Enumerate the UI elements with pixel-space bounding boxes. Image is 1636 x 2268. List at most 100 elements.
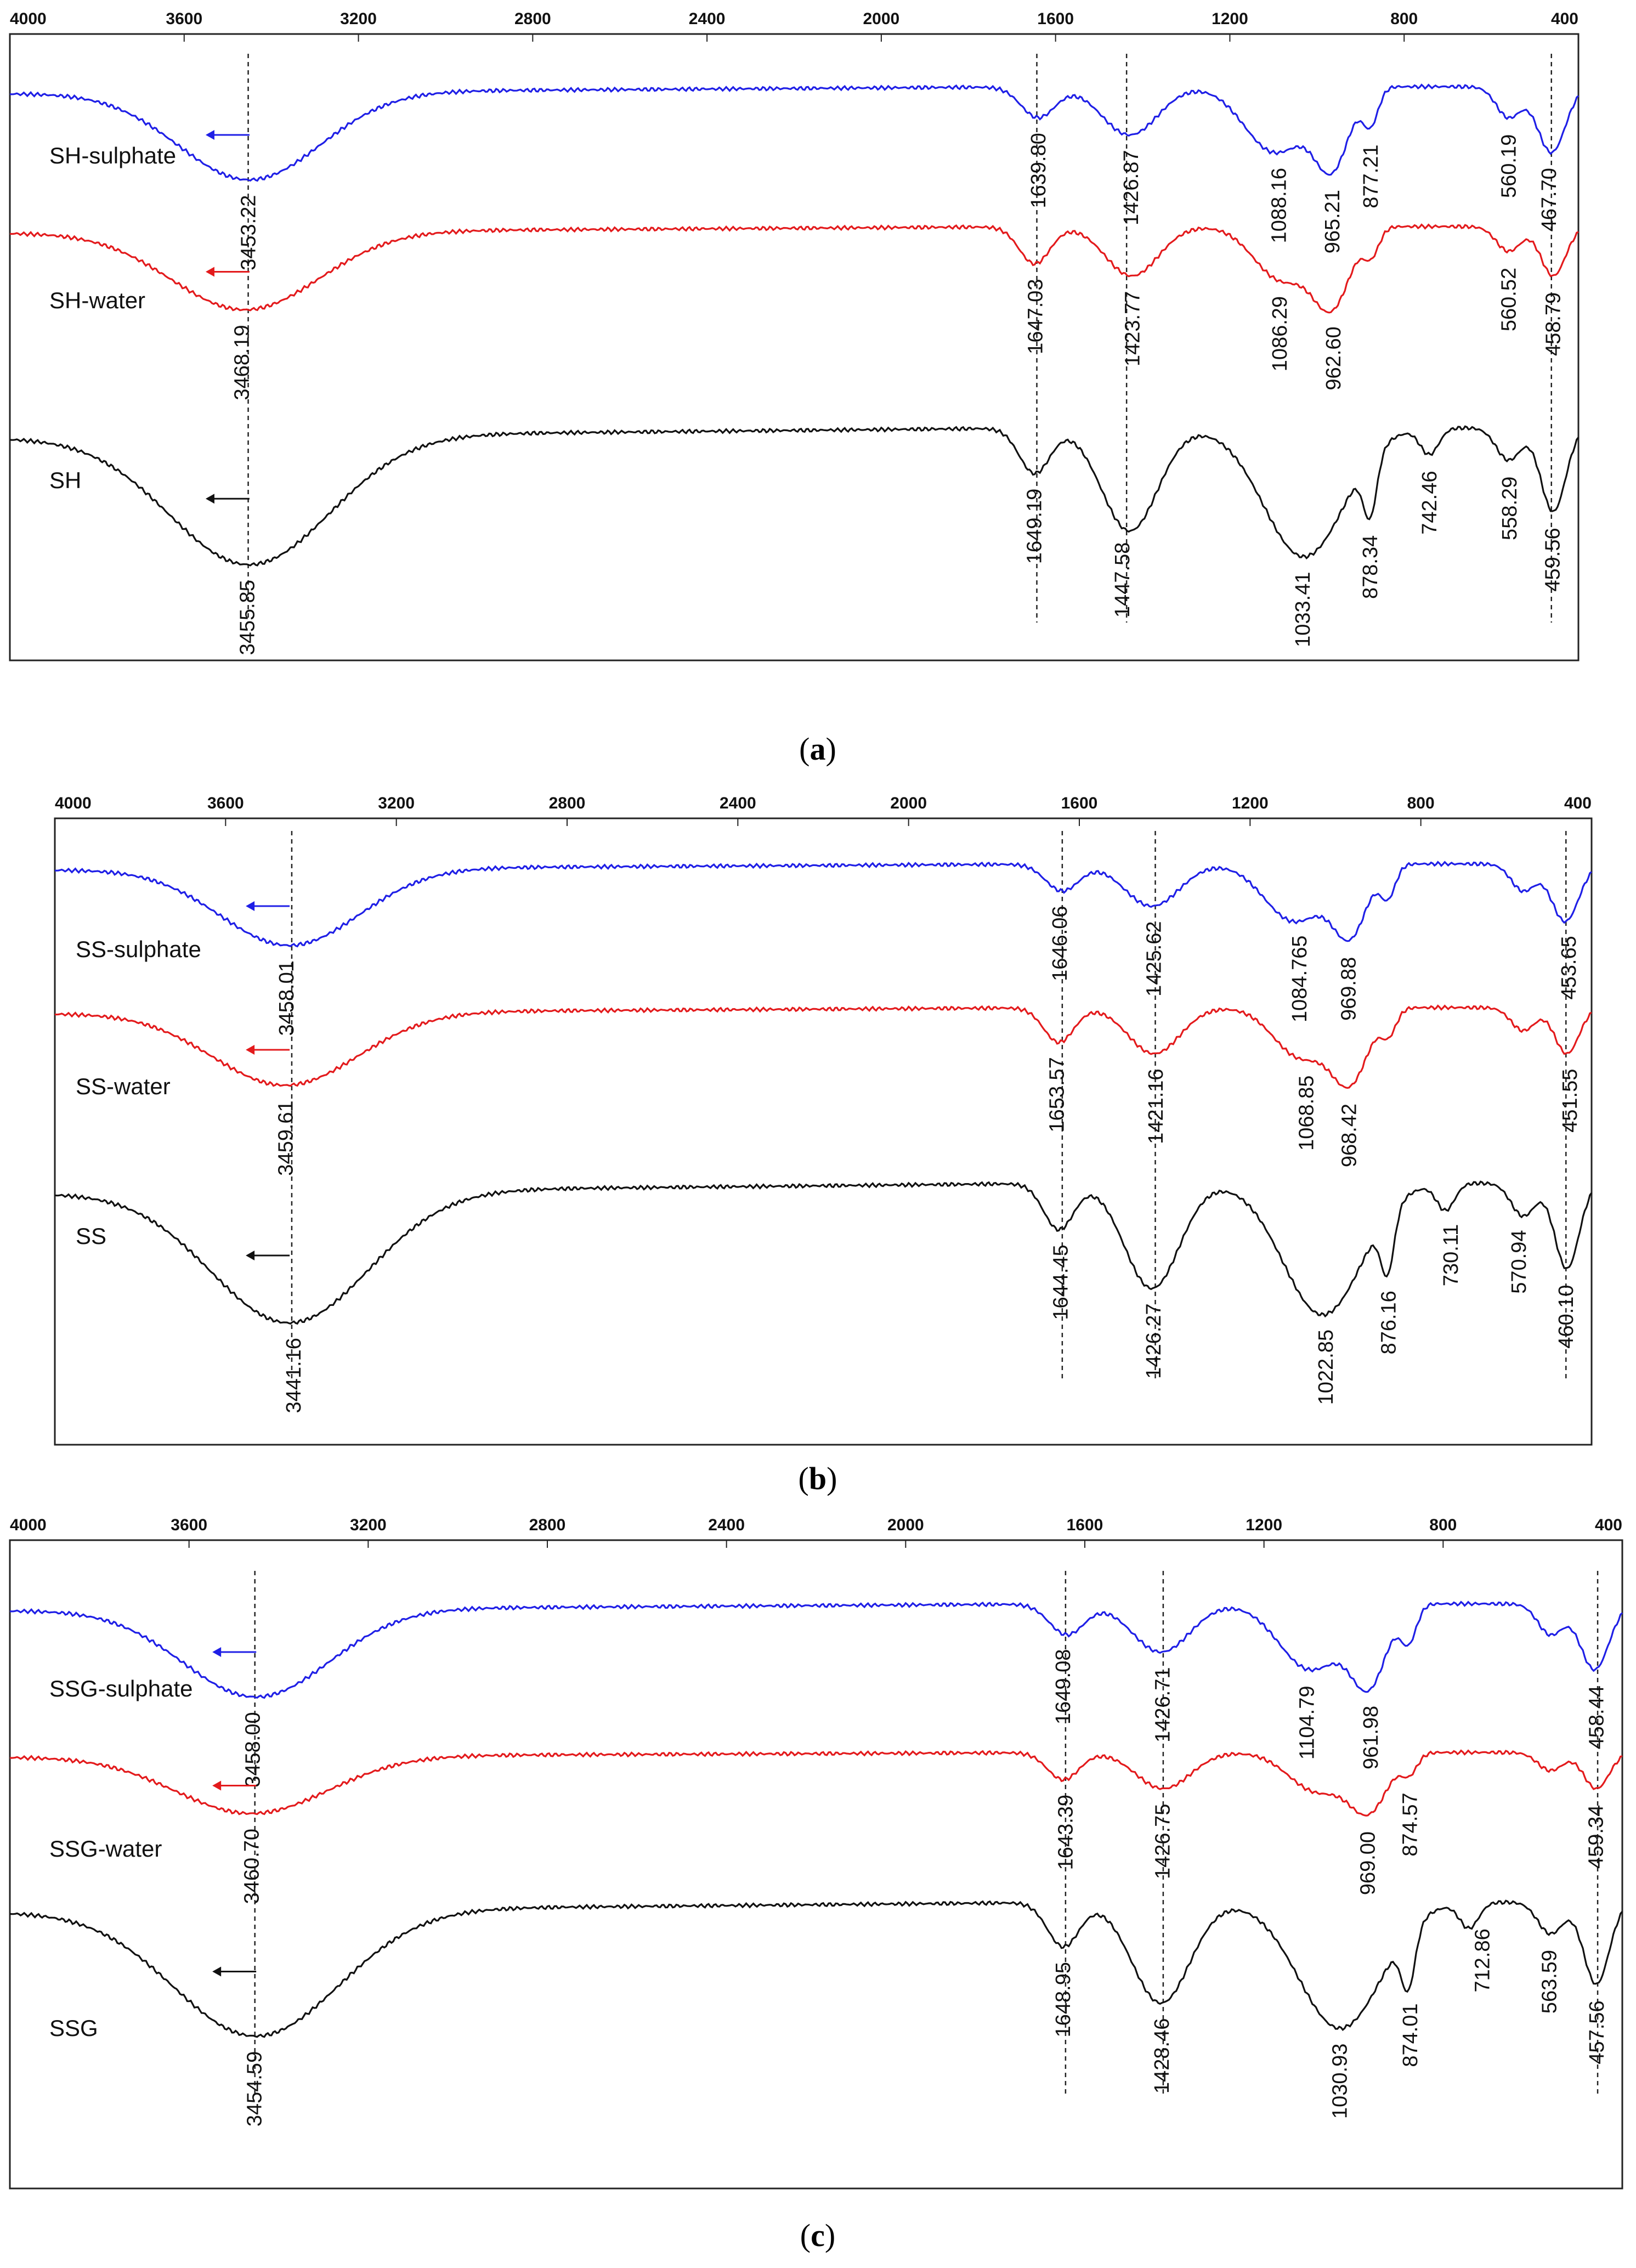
panel-caption: (c) [800,2218,835,2253]
series-line-sh-water [9,223,1579,314]
x-tick-label: 2000 [863,10,900,28]
peak-annotation: 969.00 [1356,1831,1379,1895]
peak-annotation: 560.19 [1498,134,1521,198]
plot-frame [9,33,1580,661]
x-tick-label: 1200 [1212,10,1248,28]
x-tick-label: 2800 [549,794,586,812]
peak-annotation: 1084.765 [1288,935,1311,1022]
peak-annotation: 878.34 [1359,535,1382,599]
peak-annotation: 1104.79 [1295,1686,1318,1760]
shift-arrow-head [246,1251,255,1260]
x-tick-label: 1200 [1232,794,1269,812]
series-line-ssg-water [9,1749,1623,1817]
panel-b: 4000 3600 3200 2800 2400 2000 1600 1200 800 400 SS… [54,794,1593,1496]
series-line-ss-water [54,1004,1592,1089]
x-tick-label: 2400 [708,1516,745,1534]
peak-annotation: 968.42 [1338,1104,1361,1167]
x-tick-label: 3200 [350,1516,387,1534]
series-name-label: SH-sulphate [49,143,176,168]
series-line-ss [54,1180,1593,1325]
x-tick-label: 800 [1429,1516,1457,1534]
series-line-sh [9,425,1580,567]
shift-arrow-head [205,130,214,140]
plot-frame [9,1539,1623,2190]
series-name-label: SS-sulphate [76,936,201,962]
shift-arrow-head [246,901,255,911]
peak-annotation: 563.59 [1538,1950,1561,2014]
peak-annotation: 1649.08 [1052,1649,1075,1724]
shift-arrow-head [246,1045,255,1055]
peak-annotation: 560.52 [1497,268,1520,331]
shift-arrow-head [205,267,214,277]
caption-letter: c [811,2218,825,2253]
peak-annotation: 451.55 [1559,1069,1582,1133]
peak-annotation: 1649.19 [1023,489,1046,564]
x-tick-label: 3200 [378,794,415,812]
series-name-label: SS [76,1223,106,1249]
peak-annotation: 458.79 [1542,292,1565,356]
peak-annotation: 1088.16 [1267,168,1290,243]
caption-letter: b [809,1461,827,1496]
x-tick-label: 400 [1595,1516,1622,1534]
peak-annotation: 712.86 [1471,1928,1494,1992]
peak-annotation: 1648.95 [1052,1962,1075,2037]
peak-annotation: 1425.62 [1143,921,1166,996]
x-tick-label: 2000 [887,1516,924,1534]
peak-annotation: 3455.85 [236,580,259,655]
series-line-ssg [9,1899,1623,2038]
peak-annotation: 3460.70 [240,1829,263,1904]
x-tick-label: 4000 [55,794,92,812]
x-tick-label: 2000 [890,794,927,812]
peak-annotation: 3468.19 [230,325,253,400]
x-tick-label: 1200 [1246,1516,1282,1534]
peak-annotation: 1643.39 [1055,1795,1078,1870]
peak-annotation: 1033.41 [1292,572,1315,647]
caption-open: ( [799,731,809,767]
series-name-label: SSG-sulphate [49,1676,193,1701]
peak-annotation: 962.60 [1322,326,1345,390]
caption-letter: a [810,731,826,767]
peak-annotation: 1644.45 [1049,1245,1072,1320]
caption-close: ) [826,731,836,767]
series-line-ssg-sulphate [9,1600,1623,1699]
panel-caption: (b) [799,1461,837,1496]
caption-close: ) [825,2218,835,2253]
x-tick-label: 3600 [171,1516,207,1534]
x-tick-label: 2400 [689,10,726,28]
x-tick-label: 3200 [340,10,377,28]
x-tick-label: 800 [1407,794,1435,812]
peak-annotation: 570.94 [1508,1230,1531,1293]
shift-arrow-head [212,1647,222,1657]
panel-c: 4000 3600 3200 2800 2400 2000 1600 1200 800 400 SS… [9,1516,1623,2253]
x-tick-label: 2400 [720,794,756,812]
peak-annotation: 3453.22 [237,195,260,270]
series-line-ss-sulphate [54,861,1592,948]
x-tick-label: 1600 [1061,794,1098,812]
peak-annotation: 558.29 [1498,477,1521,540]
series-line-sh-sulphate [9,83,1580,182]
peak-annotation: 457.56 [1586,2000,1609,2064]
x-tick-label: 4000 [10,10,47,28]
peak-annotation: 1030.93 [1329,2044,1352,2119]
peak-annotation: 3458.01 [275,960,298,1036]
caption-close: ) [827,1461,837,1496]
peak-annotation: 1646.06 [1049,906,1072,981]
peak-annotation: 1426.71 [1152,1667,1175,1743]
shift-arrow-head [212,1966,222,1977]
peak-annotation: 1426.27 [1142,1303,1165,1378]
x-tick-label: 4000 [10,1516,47,1534]
peak-annotation: 874.57 [1399,1792,1422,1856]
x-tick-label: 1600 [1067,1516,1103,1534]
peak-annotation: 969.88 [1337,957,1360,1021]
peak-annotation: 1426.87 [1120,150,1143,225]
peak-annotation: 876.16 [1377,1291,1400,1354]
series-name-label: SS-water [76,1073,171,1099]
series-name-label: SH [49,467,81,493]
caption-open: ( [799,1461,809,1496]
plot-frame [54,817,1593,1446]
peak-annotation: 1022.85 [1315,1330,1338,1405]
peak-annotation: 467.70 [1538,168,1561,231]
peak-annotation: 3459.61 [275,1100,298,1175]
peak-annotation: 1653.57 [1045,1057,1068,1132]
